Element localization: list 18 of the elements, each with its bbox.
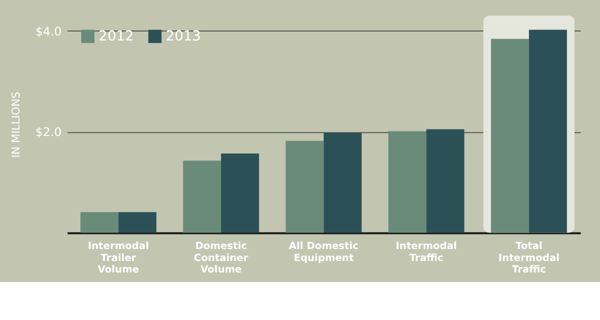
x-tick-label: All Domestic Equipment bbox=[288, 241, 359, 264]
x-tick-label: Domestic Container Volume bbox=[194, 241, 248, 276]
bar bbox=[388, 131, 426, 233]
bar bbox=[80, 212, 118, 233]
x-tick-label: Intermodal Traffic bbox=[396, 241, 457, 264]
bar bbox=[118, 212, 156, 233]
legend-label: 2012 bbox=[98, 28, 134, 44]
bar bbox=[324, 132, 362, 233]
x-tick-label: Intermodal Trailer Volume bbox=[88, 241, 149, 276]
y-tick-label: $2.0 bbox=[35, 125, 62, 140]
y-axis-title: IN MILLIONS bbox=[10, 92, 23, 158]
x-tick-label: Total Intermodal Traffic bbox=[498, 241, 560, 276]
legend-label: 2013 bbox=[166, 28, 201, 44]
bar bbox=[221, 154, 260, 233]
bar bbox=[183, 160, 222, 233]
bar bbox=[286, 140, 324, 233]
bar bbox=[426, 129, 464, 233]
y-tick-label: $4.0 bbox=[35, 24, 62, 38]
